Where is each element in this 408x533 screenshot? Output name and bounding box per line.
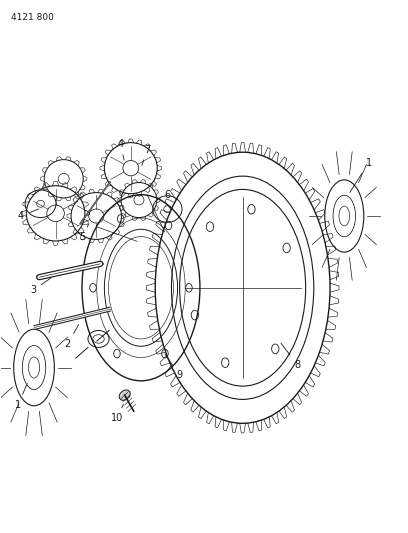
Text: 2: 2: [64, 325, 79, 349]
Text: 7: 7: [142, 144, 150, 166]
Text: 4: 4: [18, 209, 39, 221]
Text: 4: 4: [118, 139, 124, 160]
Text: 1: 1: [350, 158, 372, 192]
Text: 1: 1: [15, 383, 27, 410]
Text: 9: 9: [165, 354, 183, 381]
Text: 8: 8: [281, 343, 301, 370]
Text: 10: 10: [111, 405, 124, 423]
Text: 5: 5: [79, 224, 89, 243]
Text: 4121 800: 4121 800: [11, 13, 54, 22]
Ellipse shape: [119, 390, 130, 400]
Text: 3: 3: [30, 278, 51, 295]
Text: 6: 6: [164, 190, 171, 205]
